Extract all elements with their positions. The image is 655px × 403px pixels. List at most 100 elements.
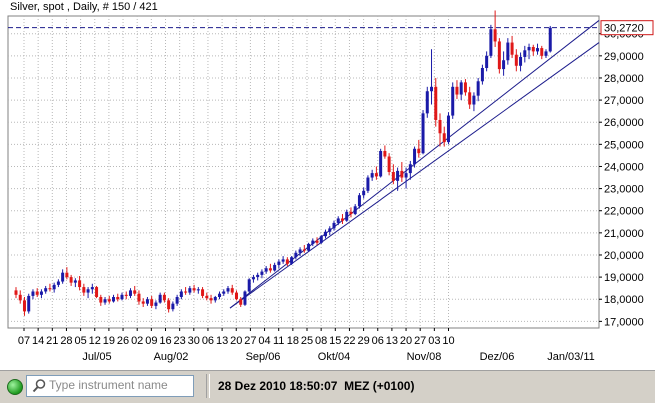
- candle-body: [362, 190, 366, 196]
- candle-body: [44, 288, 48, 292]
- x-tick-label: 15: [329, 335, 341, 347]
- x-tick-label: 14: [32, 335, 44, 347]
- candle-body: [35, 291, 39, 295]
- candle-body: [209, 298, 213, 301]
- candle-body: [205, 295, 209, 299]
- month-axis: Jul/05 Aug/02 Sep/06 Okt/04 Nov/08 Dez/06 Jan/…: [82, 351, 594, 363]
- month-label: Jul/05: [82, 351, 111, 363]
- candle-body: [480, 68, 484, 82]
- candle-body: [218, 293, 222, 298]
- candle-body: [268, 268, 272, 271]
- candle-body: [65, 272, 69, 278]
- x-tick-label: 23: [174, 335, 186, 347]
- candle-body: [472, 95, 476, 105]
- y-tick-label: 29,0000: [604, 51, 644, 63]
- candle-body: [519, 56, 523, 66]
- candle-body: [201, 289, 205, 296]
- candle-body: [425, 91, 429, 114]
- candle-body: [408, 164, 412, 174]
- candle-body: [531, 46, 535, 52]
- y-tick-label: 28,0000: [604, 73, 644, 85]
- candle-body: [116, 297, 120, 300]
- candle-body: [328, 228, 332, 232]
- candle-body: [150, 299, 154, 306]
- candle-body: [324, 231, 328, 237]
- candle-body: [379, 150, 383, 177]
- candle-body: [290, 257, 294, 264]
- candle-body: [446, 115, 450, 143]
- candle-body: [340, 218, 344, 221]
- candle-body: [61, 272, 65, 282]
- candle-body: [48, 288, 52, 290]
- search-icon[interactable]: [31, 378, 47, 394]
- candle-body: [120, 294, 124, 300]
- candle-body: [27, 295, 31, 312]
- plot-area[interactable]: [7, 15, 600, 329]
- x-tick-label: 22: [343, 335, 355, 347]
- candle-body: [171, 303, 175, 310]
- candle-body: [510, 42, 514, 55]
- candle-body: [192, 288, 196, 291]
- candlestick-chart[interactable]: 17,0000 18,0000 19,0000 20,0000 21,0000 22,00…: [0, 0, 655, 370]
- instrument-search-input[interactable]: [49, 377, 189, 393]
- candle-body: [540, 48, 544, 56]
- month-label: Jan/03/11: [547, 351, 595, 363]
- candle-body: [179, 291, 183, 298]
- y-tick-label: 22,0000: [604, 206, 644, 218]
- candle-body: [222, 291, 226, 294]
- candle-body: [213, 297, 217, 301]
- candle-body: [536, 48, 540, 52]
- candle-body: [184, 291, 188, 293]
- candle-body: [527, 46, 531, 51]
- candle-body: [421, 113, 425, 154]
- candle-body: [383, 150, 387, 157]
- connection-status-icon: [7, 379, 23, 395]
- candle-body: [311, 240, 315, 244]
- month-label: Okt/04: [318, 351, 350, 363]
- x-tick-label: 20: [230, 335, 242, 347]
- candle-body: [175, 297, 179, 304]
- candle-body: [485, 55, 489, 68]
- month-label: Sep/06: [246, 351, 281, 363]
- candle-body: [391, 172, 395, 181]
- x-tick-label: 02: [131, 335, 143, 347]
- candle-body: [336, 218, 340, 223]
- candle-body: [82, 287, 86, 293]
- x-tick-label: 26: [117, 335, 129, 347]
- candle-body: [404, 173, 408, 178]
- x-tick-label: 03: [428, 335, 440, 347]
- candle-body: [226, 288, 230, 292]
- candle-body: [332, 222, 336, 229]
- candle-body: [468, 92, 472, 105]
- candle-body: [90, 287, 94, 290]
- y-tick-label: 25,0000: [604, 139, 644, 151]
- candle-body: [243, 291, 247, 305]
- candle-body: [78, 280, 82, 288]
- y-axis: 17,0000 18,0000 19,0000 20,0000 21,0000 22,00…: [599, 29, 644, 328]
- candle-body: [430, 86, 434, 92]
- candle-body: [493, 29, 497, 42]
- candle-body: [137, 293, 141, 302]
- candle-body: [357, 195, 361, 207]
- x-tick-label: 06: [372, 335, 384, 347]
- candle-body: [145, 299, 149, 304]
- candle-body: [103, 299, 107, 303]
- candle-body: [95, 287, 99, 298]
- candle-body: [489, 29, 493, 56]
- x-tick-label: 11: [273, 335, 284, 347]
- x-tick-label: 21: [46, 335, 58, 347]
- last-price-label: 30,2720: [604, 23, 644, 35]
- x-axis: 07 14 21 28 05 12 19 26 02 09 16 23 30 06 13 20 27 04 11 18…: [18, 328, 455, 347]
- instrument-search-box[interactable]: [26, 375, 194, 397]
- grid-lines: [8, 16, 599, 328]
- candle-body: [307, 243, 311, 251]
- month-label: Dez/06: [480, 351, 515, 363]
- candle-body: [196, 289, 200, 291]
- x-tick-label: 27: [244, 335, 256, 347]
- status-bar: 28 Dez 2010 18:50:07 MEZ (+0100): [0, 370, 655, 403]
- candle-body: [251, 277, 255, 280]
- y-tick-label: 17,0000: [604, 316, 644, 328]
- x-tick-label: 06: [202, 335, 214, 347]
- candle-body: [158, 294, 162, 303]
